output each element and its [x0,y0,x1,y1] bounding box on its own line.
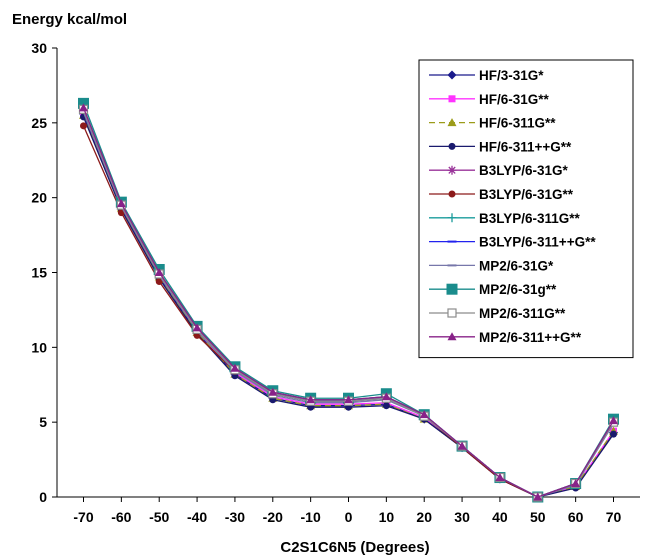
legend-label: B3LYP/6-311G** [479,211,581,226]
data-point [447,118,457,127]
y-tick-label: 15 [31,265,47,281]
x-tick-label: -20 [263,509,283,525]
legend-label: B3LYP/6-311++G** [479,235,596,250]
y-tick-label: 5 [39,414,47,430]
x-tick-label: 40 [492,509,508,525]
data-point [80,122,87,130]
data-point [381,392,391,401]
legend-label: MP2/6-311++G** [479,330,582,345]
x-tick-label: -10 [301,509,321,525]
data-point [610,430,617,438]
axes: 0 5 10 15 20 25 30 -70 -60 -50 -40 -30 -20 -10 0 10 20 30… [31,40,640,525]
y-tick-label: 10 [31,339,47,355]
x-tick-label: 70 [606,509,622,525]
data-point [447,213,457,223]
data-point [344,395,353,404]
data-point [154,268,164,276]
data-point [419,410,429,419]
data-point [116,199,126,208]
x-tick-label: 20 [416,509,432,525]
x-tick-label: 50 [530,509,546,525]
x-tick-label: -70 [73,509,93,525]
data-point [533,492,543,501]
series-layer [78,97,619,503]
data-point [495,473,505,482]
data-point [447,332,457,341]
x-tick-label: -40 [187,509,207,525]
data-point [571,479,581,488]
x-tick-label: 60 [568,509,584,525]
x-tick-label: 0 [345,509,353,525]
data-point [79,103,88,112]
x-tick-label: -50 [149,509,169,525]
legend-label: MP2/6-31G* [479,258,554,273]
data-point [447,70,457,80]
legend-label: MP2/6-31g** [479,282,557,297]
legend-label: HF/6-31G** [479,92,550,107]
data-point [446,283,458,295]
legend-label: HF/6-311++G** [479,139,572,154]
x-tick-label: 30 [454,509,470,525]
data-point [155,277,163,285]
data-point [448,95,456,103]
y-tick-label: 20 [31,190,47,206]
legend-label: MP2/6-311G** [479,306,566,321]
x-tick-label: -60 [111,509,131,525]
y-tick-label: 0 [39,489,47,505]
data-point [382,402,390,410]
data-point [448,142,456,150]
data-point [448,190,456,198]
data-point [192,323,202,332]
x-tick-label: -30 [225,509,245,525]
data-point [306,395,316,404]
legend-label: B3LYP/6-31G** [479,187,574,202]
data-point [609,416,618,425]
data-point [230,363,240,372]
y-tick-label: 30 [31,40,47,56]
data-point [268,387,278,396]
legend-label: HF/6-311G** [479,116,556,131]
series [79,103,618,501]
x-axis-title: C2S1C6N5 (Degrees) [280,539,429,556]
x-tick-label: 10 [379,509,395,525]
y-tick-label: 25 [31,115,47,131]
data-point [447,165,457,175]
legend-box [418,59,634,359]
data-point [457,441,467,450]
legend: HF/3-31G* HF/6-31G** HF/6-311G** HF/6-311++… [418,59,634,359]
legend-label: B3LYP/6-31G* [479,163,569,178]
data-point [447,308,457,318]
legend-label: HF/3-31G* [479,68,544,83]
y-axis-title: Energy kcal/mol [12,11,127,28]
